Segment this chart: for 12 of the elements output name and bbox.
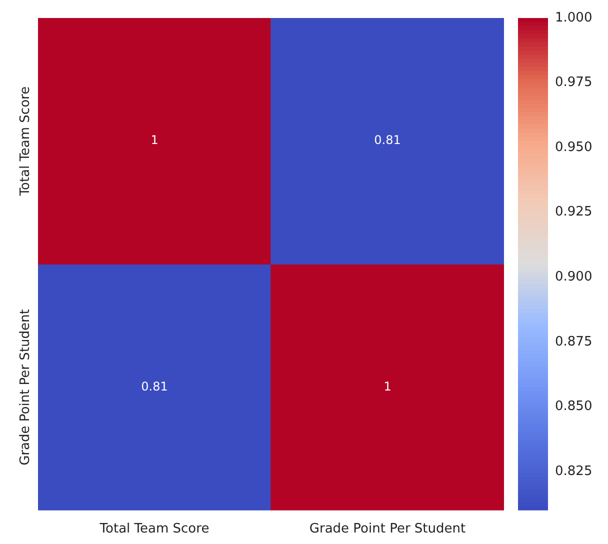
data-label: 0.81 xyxy=(374,133,401,148)
color-bar-label: 0.950 xyxy=(555,140,592,155)
data-label: 0.81 xyxy=(141,379,168,394)
color-bar-label: 0.825 xyxy=(555,464,592,479)
color-bar-label: 0.975 xyxy=(555,75,592,90)
color-bar-label: 0.875 xyxy=(555,334,592,350)
color-bar-label: 0.925 xyxy=(555,204,592,220)
color-bar-label: 1.000 xyxy=(555,10,592,26)
color-bar-label: 0.900 xyxy=(555,270,592,285)
data-label: 1 xyxy=(384,379,392,394)
data-label: 1 xyxy=(150,133,158,148)
color-bar-label: 0.850 xyxy=(555,399,592,414)
